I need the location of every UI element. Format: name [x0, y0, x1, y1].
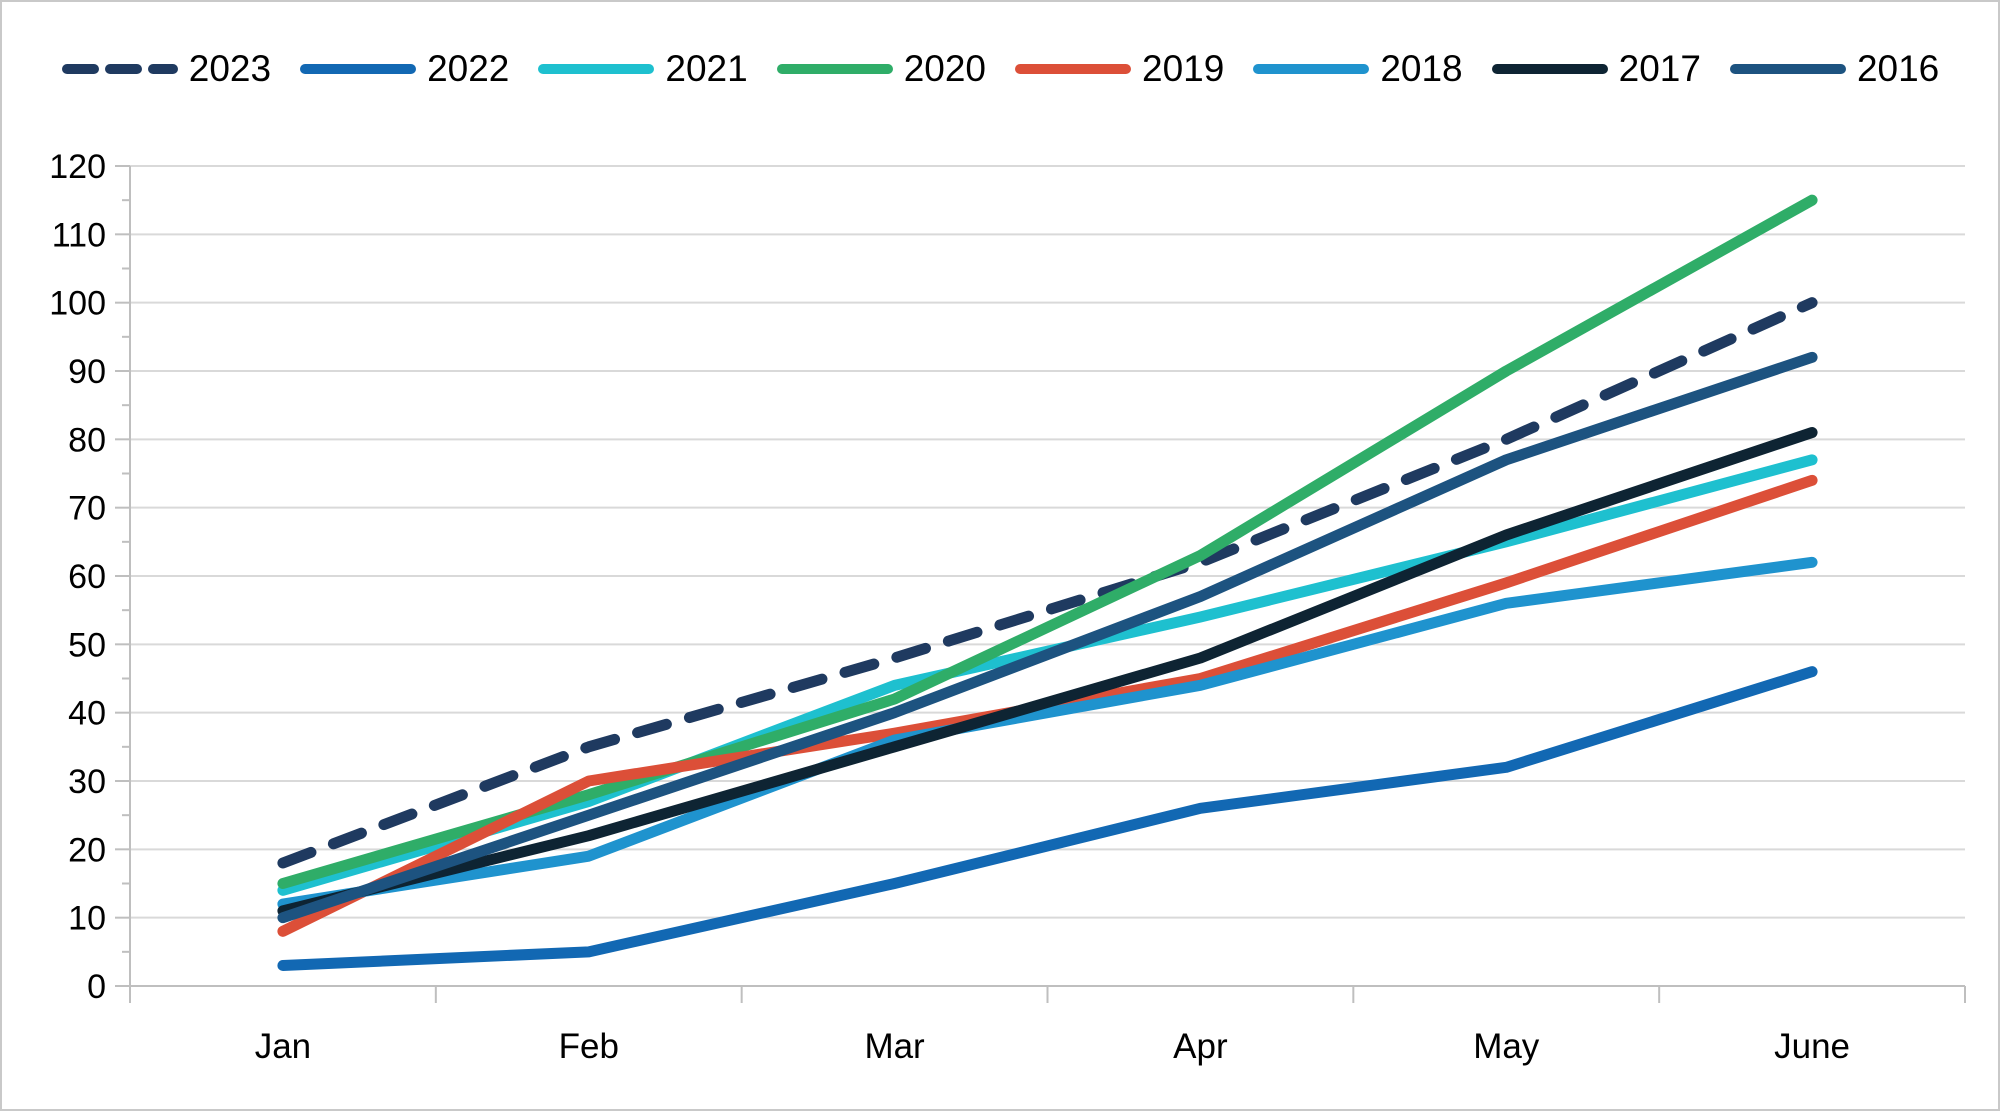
y-axis-label: 0: [87, 968, 106, 1006]
chart-legend: 2023 2022 2021 2020 2019 2018 2017 2016: [2, 50, 1998, 87]
legend-label: 2023: [188, 48, 272, 89]
y-axis-label: 90: [68, 353, 106, 391]
y-axis-label: 120: [49, 148, 106, 186]
y-axis-label: 70: [68, 490, 106, 528]
x-axis-label: Mar: [864, 1027, 925, 1066]
series-line-2022: [277, 666, 1818, 971]
legend-label: 2016: [1856, 48, 1940, 89]
legend-item-2019: 2019: [1014, 50, 1224, 87]
series-line-2018: [277, 556, 1818, 910]
legend-swatch-2023: [61, 63, 178, 74]
legend-label: 2021: [665, 48, 748, 89]
y-axis-label: 30: [68, 763, 106, 801]
y-axis-label: 20: [68, 831, 106, 869]
x-axis-label: Jan: [255, 1027, 311, 1066]
y-axis-label: 40: [68, 695, 106, 733]
x-axis-label: June: [1774, 1027, 1850, 1066]
legend-swatch-2020: [776, 63, 893, 74]
y-axis-label: 110: [52, 216, 106, 254]
legend-item-2021: 2021: [537, 48, 748, 89]
x-axis-label: May: [1473, 1027, 1540, 1066]
series-line-2016: [277, 351, 1818, 924]
legend-label: 2019: [1142, 48, 1225, 89]
series-line-2017: [277, 427, 1818, 917]
legend-swatch-2019: [1015, 63, 1131, 74]
series-line-2023: [277, 297, 1818, 869]
y-axis-label: 60: [68, 558, 106, 596]
y-axis-label: 50: [68, 626, 106, 664]
legend-swatch-2017: [1491, 63, 1608, 74]
legend-swatch-2018: [1253, 63, 1370, 74]
legend-label: 2018: [1380, 48, 1463, 89]
y-axis-label: 10: [68, 900, 106, 938]
series-line-2021: [277, 454, 1818, 896]
y-axis-label: 80: [68, 421, 106, 459]
legend-item-2023: 2023: [61, 50, 271, 87]
legend-swatch-2016: [1729, 63, 1846, 74]
legend-item-2022: 2022: [299, 50, 509, 87]
legend-swatch-2021: [538, 63, 655, 74]
legend-label: 2022: [427, 48, 510, 89]
legend-label: 2020: [903, 48, 986, 89]
x-axis-label: Apr: [1173, 1027, 1228, 1066]
legend-item-2017: 2017: [1491, 50, 1701, 87]
y-axis-label: 100: [49, 285, 106, 323]
legend-item-2018: 2018: [1252, 48, 1463, 89]
legend-item-2020: 2020: [776, 50, 986, 87]
legend-item-2016: 2016: [1729, 50, 1939, 87]
x-axis-label: Feb: [559, 1027, 619, 1066]
legend-label: 2017: [1618, 48, 1701, 89]
legend-swatch-2022: [300, 63, 417, 74]
